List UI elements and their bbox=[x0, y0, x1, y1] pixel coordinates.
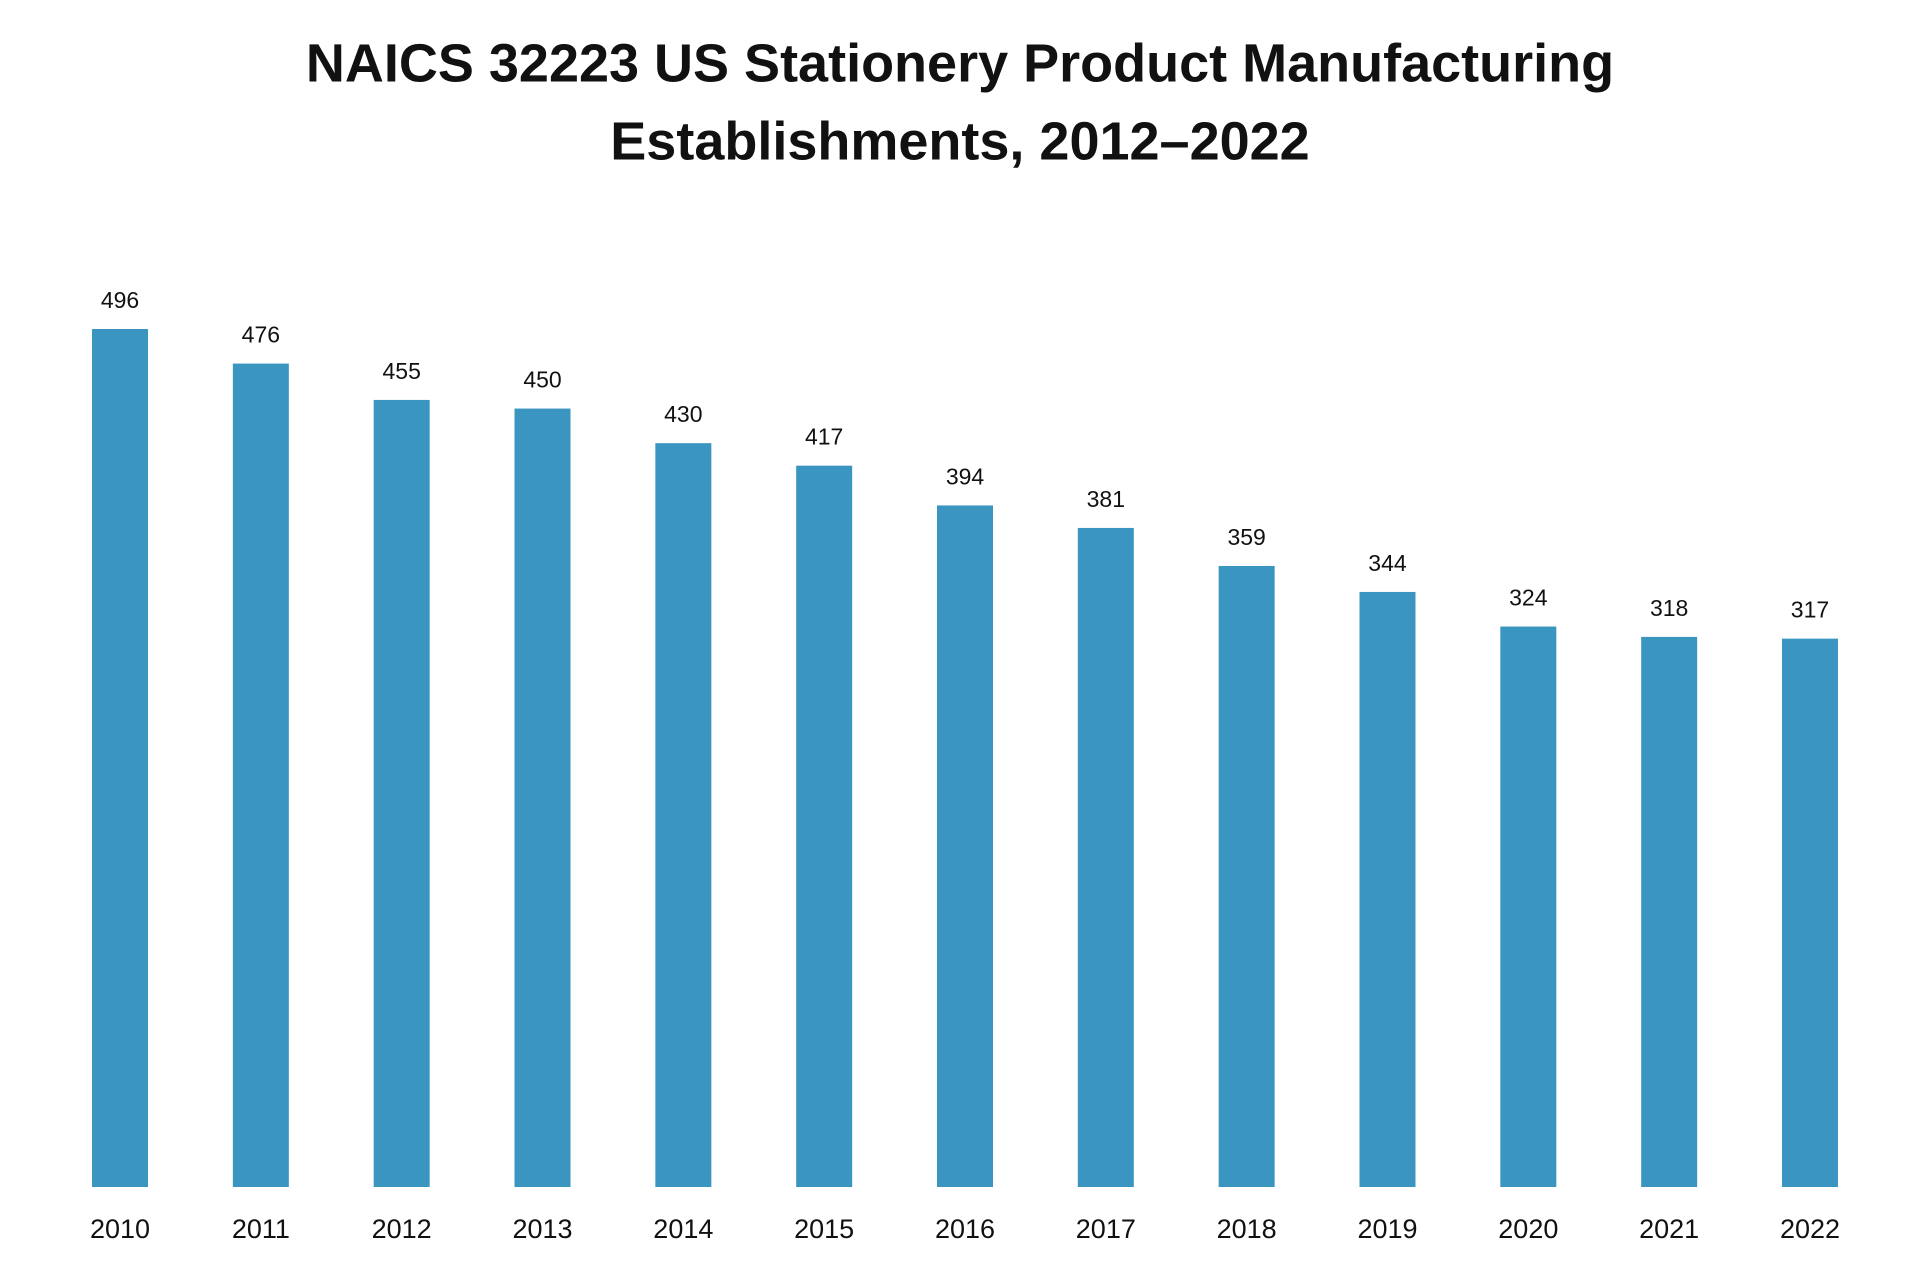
chart-title: Establishments, 2012–2022 bbox=[610, 111, 1309, 171]
bar bbox=[92, 329, 149, 1187]
data-label: 394 bbox=[946, 464, 985, 490]
x-tick-label: 2014 bbox=[653, 1214, 713, 1244]
data-label: 324 bbox=[1509, 585, 1548, 611]
bar bbox=[796, 465, 853, 1188]
bar bbox=[937, 505, 993, 1187]
x-tick-label: 2021 bbox=[1639, 1214, 1699, 1244]
bar bbox=[373, 399, 430, 1187]
data-label: 317 bbox=[1791, 597, 1829, 623]
data-label: 496 bbox=[101, 287, 139, 313]
x-tick-label: 2011 bbox=[232, 1214, 290, 1244]
x-tick-label: 2013 bbox=[512, 1214, 572, 1244]
x-tick-label: 2015 bbox=[794, 1214, 854, 1244]
x-tick-label: 2010 bbox=[90, 1214, 150, 1244]
x-tick-label: 2017 bbox=[1076, 1214, 1136, 1244]
chart-title: NAICS 32223 US Stationery Product Manufa… bbox=[306, 33, 1614, 93]
bar bbox=[1500, 626, 1557, 1187]
x-tick-label: 2020 bbox=[1498, 1214, 1558, 1244]
x-tick-label: 2012 bbox=[372, 1214, 432, 1244]
bar bbox=[1781, 638, 1838, 1187]
x-tick-label: 2018 bbox=[1217, 1214, 1277, 1244]
x-tick-label: 2016 bbox=[935, 1214, 995, 1244]
bar bbox=[232, 363, 289, 1187]
data-label: 344 bbox=[1368, 550, 1407, 576]
x-tick-label: 2019 bbox=[1357, 1214, 1417, 1244]
data-label: 450 bbox=[523, 367, 561, 393]
bar bbox=[655, 443, 712, 1188]
data-label: 381 bbox=[1087, 486, 1125, 512]
data-label: 318 bbox=[1650, 595, 1688, 621]
bar bbox=[1359, 591, 1416, 1187]
bar bbox=[514, 408, 571, 1187]
x-tick-label: 2022 bbox=[1780, 1214, 1840, 1244]
bar bbox=[1218, 565, 1275, 1187]
data-label: 359 bbox=[1227, 524, 1265, 550]
data-label: 430 bbox=[664, 401, 702, 427]
data-label: 417 bbox=[805, 424, 843, 450]
data-label: 455 bbox=[382, 358, 420, 384]
bar bbox=[1077, 527, 1134, 1187]
bar bbox=[1641, 636, 1698, 1187]
data-label: 476 bbox=[242, 322, 280, 348]
